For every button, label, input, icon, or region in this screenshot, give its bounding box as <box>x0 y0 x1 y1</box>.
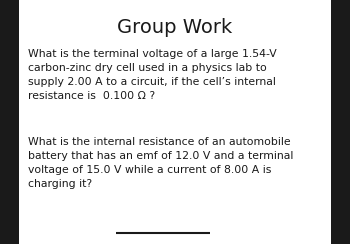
Bar <box>0 0 19 244</box>
Bar <box>331 0 350 244</box>
Text: Group Work: Group Work <box>117 18 233 37</box>
Text: What is the internal resistance of an automobile
battery that has an emf of 12.0: What is the internal resistance of an au… <box>28 137 293 189</box>
Text: What is the terminal voltage of a large 1.54-V
carbon-zinc dry cell used in a ph: What is the terminal voltage of a large … <box>28 49 277 101</box>
